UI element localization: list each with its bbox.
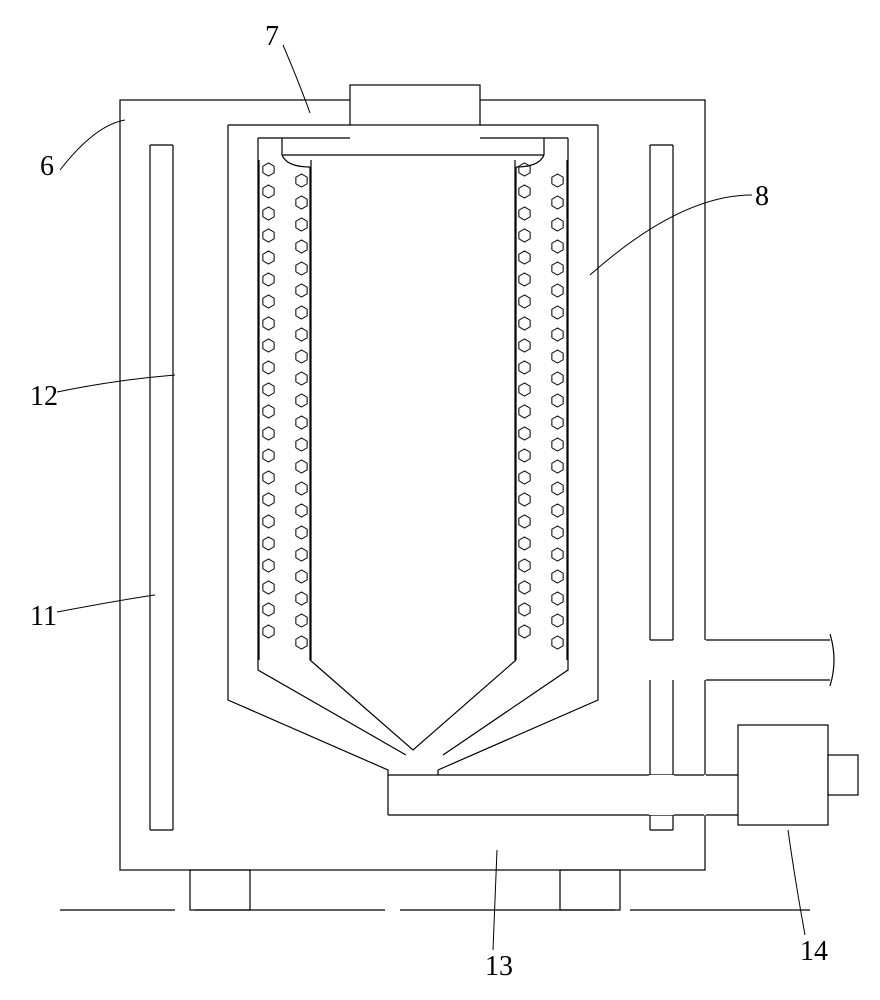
leader-l13 (493, 850, 497, 950)
leader-l11 (57, 595, 155, 612)
label-11: 11 (30, 601, 57, 632)
leader-l6 (60, 120, 125, 170)
geometry-layer (60, 85, 858, 910)
leader-l12 (57, 375, 175, 392)
leader-l8 (590, 195, 752, 275)
leader-l7 (283, 45, 310, 113)
label-8: 8 (755, 181, 769, 212)
label-6: 6 (40, 151, 54, 182)
leader-l14 (788, 830, 805, 935)
engineering-diagram: 6 7 8 11 12 13 14 (0, 0, 880, 1000)
leader-lines (57, 45, 805, 950)
label-14: 14 (800, 936, 828, 967)
label-13: 13 (485, 951, 513, 982)
label-7: 7 (265, 21, 279, 52)
label-12: 12 (30, 381, 58, 412)
